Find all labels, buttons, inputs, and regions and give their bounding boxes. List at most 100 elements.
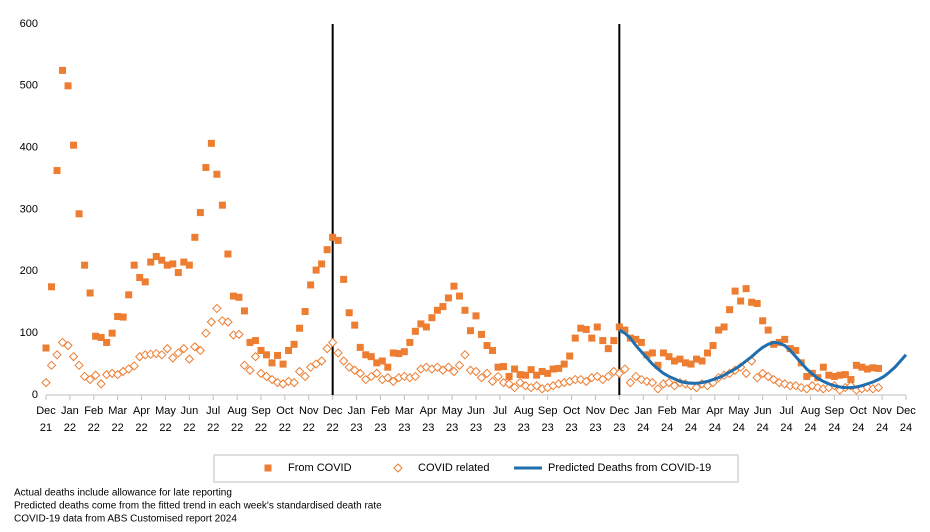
covid-related-point xyxy=(383,372,393,383)
covid-related-point xyxy=(813,382,823,393)
covid-related-point xyxy=(190,342,200,352)
covid-related-point xyxy=(471,366,481,377)
x-tick-label: Mar 22 xyxy=(108,405,127,434)
covid-death-point xyxy=(478,330,486,338)
covid-death-point xyxy=(42,344,50,352)
covid-death-point xyxy=(312,266,320,274)
covid-death-point xyxy=(422,323,430,331)
covid-related-point xyxy=(234,329,244,340)
covid-death-point xyxy=(522,371,530,379)
covid-death-point xyxy=(274,351,282,359)
covid-death-point xyxy=(505,372,513,380)
legend-label: COVID related xyxy=(418,462,490,474)
covid-related-point xyxy=(372,368,382,379)
y-tick-label: 200 xyxy=(20,265,38,277)
covid-death-point xyxy=(53,167,61,175)
covid-death-point xyxy=(770,340,778,348)
covid-related-point xyxy=(768,374,779,385)
covid-death-point xyxy=(869,364,877,372)
covid-death-point xyxy=(516,371,524,379)
covid-related-point xyxy=(46,360,57,371)
covid-related-point xyxy=(620,364,630,374)
x-tick-label: Jun 24 xyxy=(754,405,772,434)
covid-death-point xyxy=(720,323,728,331)
covid-death-point xyxy=(704,349,712,357)
covid-death-point xyxy=(709,342,717,350)
x-tick-label: Jan 22 xyxy=(61,405,79,434)
covid-death-point xyxy=(825,371,833,379)
covid-death-point xyxy=(571,334,579,342)
covid-death-point xyxy=(670,357,678,365)
covid-related-point xyxy=(631,371,641,382)
covid-death-point xyxy=(81,261,89,269)
covid-related-point xyxy=(52,350,62,360)
covid-related-point xyxy=(355,368,365,379)
covid-related-point xyxy=(647,377,658,388)
covid-death-point xyxy=(874,364,882,372)
covid-death-point xyxy=(759,317,767,325)
covid-related-point xyxy=(410,371,421,382)
predicted-line xyxy=(618,328,908,390)
x-tick-label: Nov 22 xyxy=(299,405,319,434)
legend-label: From COVID xyxy=(288,462,352,474)
x-tick-label: Jun 22 xyxy=(180,405,198,434)
covid-death-point xyxy=(246,338,254,346)
covid-death-point xyxy=(610,337,618,345)
covid-death-point xyxy=(108,329,116,337)
covid-death-point xyxy=(698,357,706,365)
covid-related-point xyxy=(173,348,184,358)
x-tick-label: Oct 22 xyxy=(276,405,293,434)
x-tick-label: Feb 23 xyxy=(371,405,390,434)
covid-death-point xyxy=(472,312,480,320)
covid-death-point xyxy=(830,372,838,380)
covid-death-point xyxy=(307,281,315,289)
covid-related-point xyxy=(239,360,250,371)
covid-related-point xyxy=(179,343,189,354)
covid-death-point xyxy=(70,141,78,149)
covid-related-point xyxy=(576,374,586,385)
covid-related-point xyxy=(388,376,399,387)
covid-death-point xyxy=(781,335,789,343)
footnote: COVID-19 data from ABS Customised report… xyxy=(14,514,237,525)
x-tick-label: Oct 24 xyxy=(850,405,867,434)
covid-death-point xyxy=(389,349,397,357)
covid-death-point xyxy=(411,327,419,335)
covid-related-point xyxy=(476,372,487,383)
covid-related-point xyxy=(267,374,277,385)
covid-related-point xyxy=(168,353,178,363)
y-tick-label: 400 xyxy=(20,142,38,154)
covid-death-point xyxy=(819,363,827,371)
x-tick-label: Jul 23 xyxy=(493,405,507,434)
covid-death-point xyxy=(114,312,122,320)
covid-related-point xyxy=(625,377,636,388)
x-tick-label: Aug 22 xyxy=(227,405,247,434)
covid-death-point xyxy=(229,292,237,300)
covid-death-point xyxy=(615,323,623,331)
covid-death-point xyxy=(841,371,849,379)
legend-label: Predicted Deaths from COVID-19 xyxy=(548,462,711,474)
covid-death-point xyxy=(731,287,739,295)
covid-related-point xyxy=(350,365,360,375)
covid-related-point xyxy=(201,328,211,338)
legend-marker xyxy=(264,464,272,472)
y-tick-label: 300 xyxy=(20,203,38,215)
covid-death-point xyxy=(92,332,100,340)
covid-death-point xyxy=(428,314,436,322)
covid-death-point xyxy=(582,325,590,333)
x-tick-label: Apr 24 xyxy=(706,405,723,434)
notes: Actual deaths include allowance for late… xyxy=(14,488,382,525)
covid-death-point xyxy=(224,250,232,258)
covid-related-point xyxy=(873,382,884,393)
covid-death-point xyxy=(218,201,226,209)
covid-death-point xyxy=(59,66,67,74)
x-tick-label: Jul 22 xyxy=(206,405,220,434)
covid-related-point xyxy=(129,361,139,371)
covid-related-point xyxy=(184,354,195,364)
covid-death-point xyxy=(75,210,83,218)
covid-death-point xyxy=(373,359,381,367)
covid-death-point xyxy=(141,278,149,286)
covid-death-point xyxy=(257,346,265,354)
covid-death-point xyxy=(279,360,287,368)
covid-related-point xyxy=(90,370,101,380)
covid-related-point xyxy=(454,360,465,371)
